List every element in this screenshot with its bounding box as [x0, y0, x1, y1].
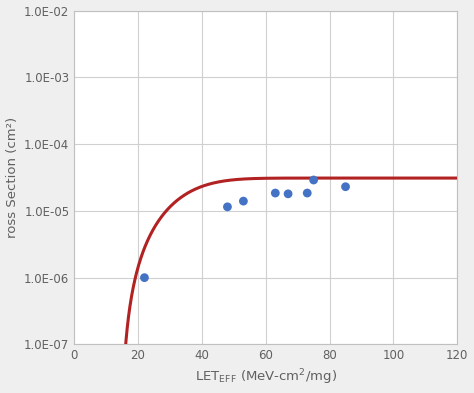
Point — [272, 190, 279, 196]
Point — [342, 184, 349, 190]
Point — [224, 204, 231, 210]
Point — [141, 274, 148, 281]
X-axis label: LET$_{\mathregular{EFF}}$ (MeV-cm$^2$/mg): LET$_{\mathregular{EFF}}$ (MeV-cm$^2$/mg… — [195, 368, 337, 387]
Point — [239, 198, 247, 204]
Point — [303, 190, 311, 196]
Point — [310, 177, 318, 183]
Point — [284, 191, 292, 197]
Y-axis label: ross Section (cm²): ross Section (cm²) — [6, 117, 18, 238]
